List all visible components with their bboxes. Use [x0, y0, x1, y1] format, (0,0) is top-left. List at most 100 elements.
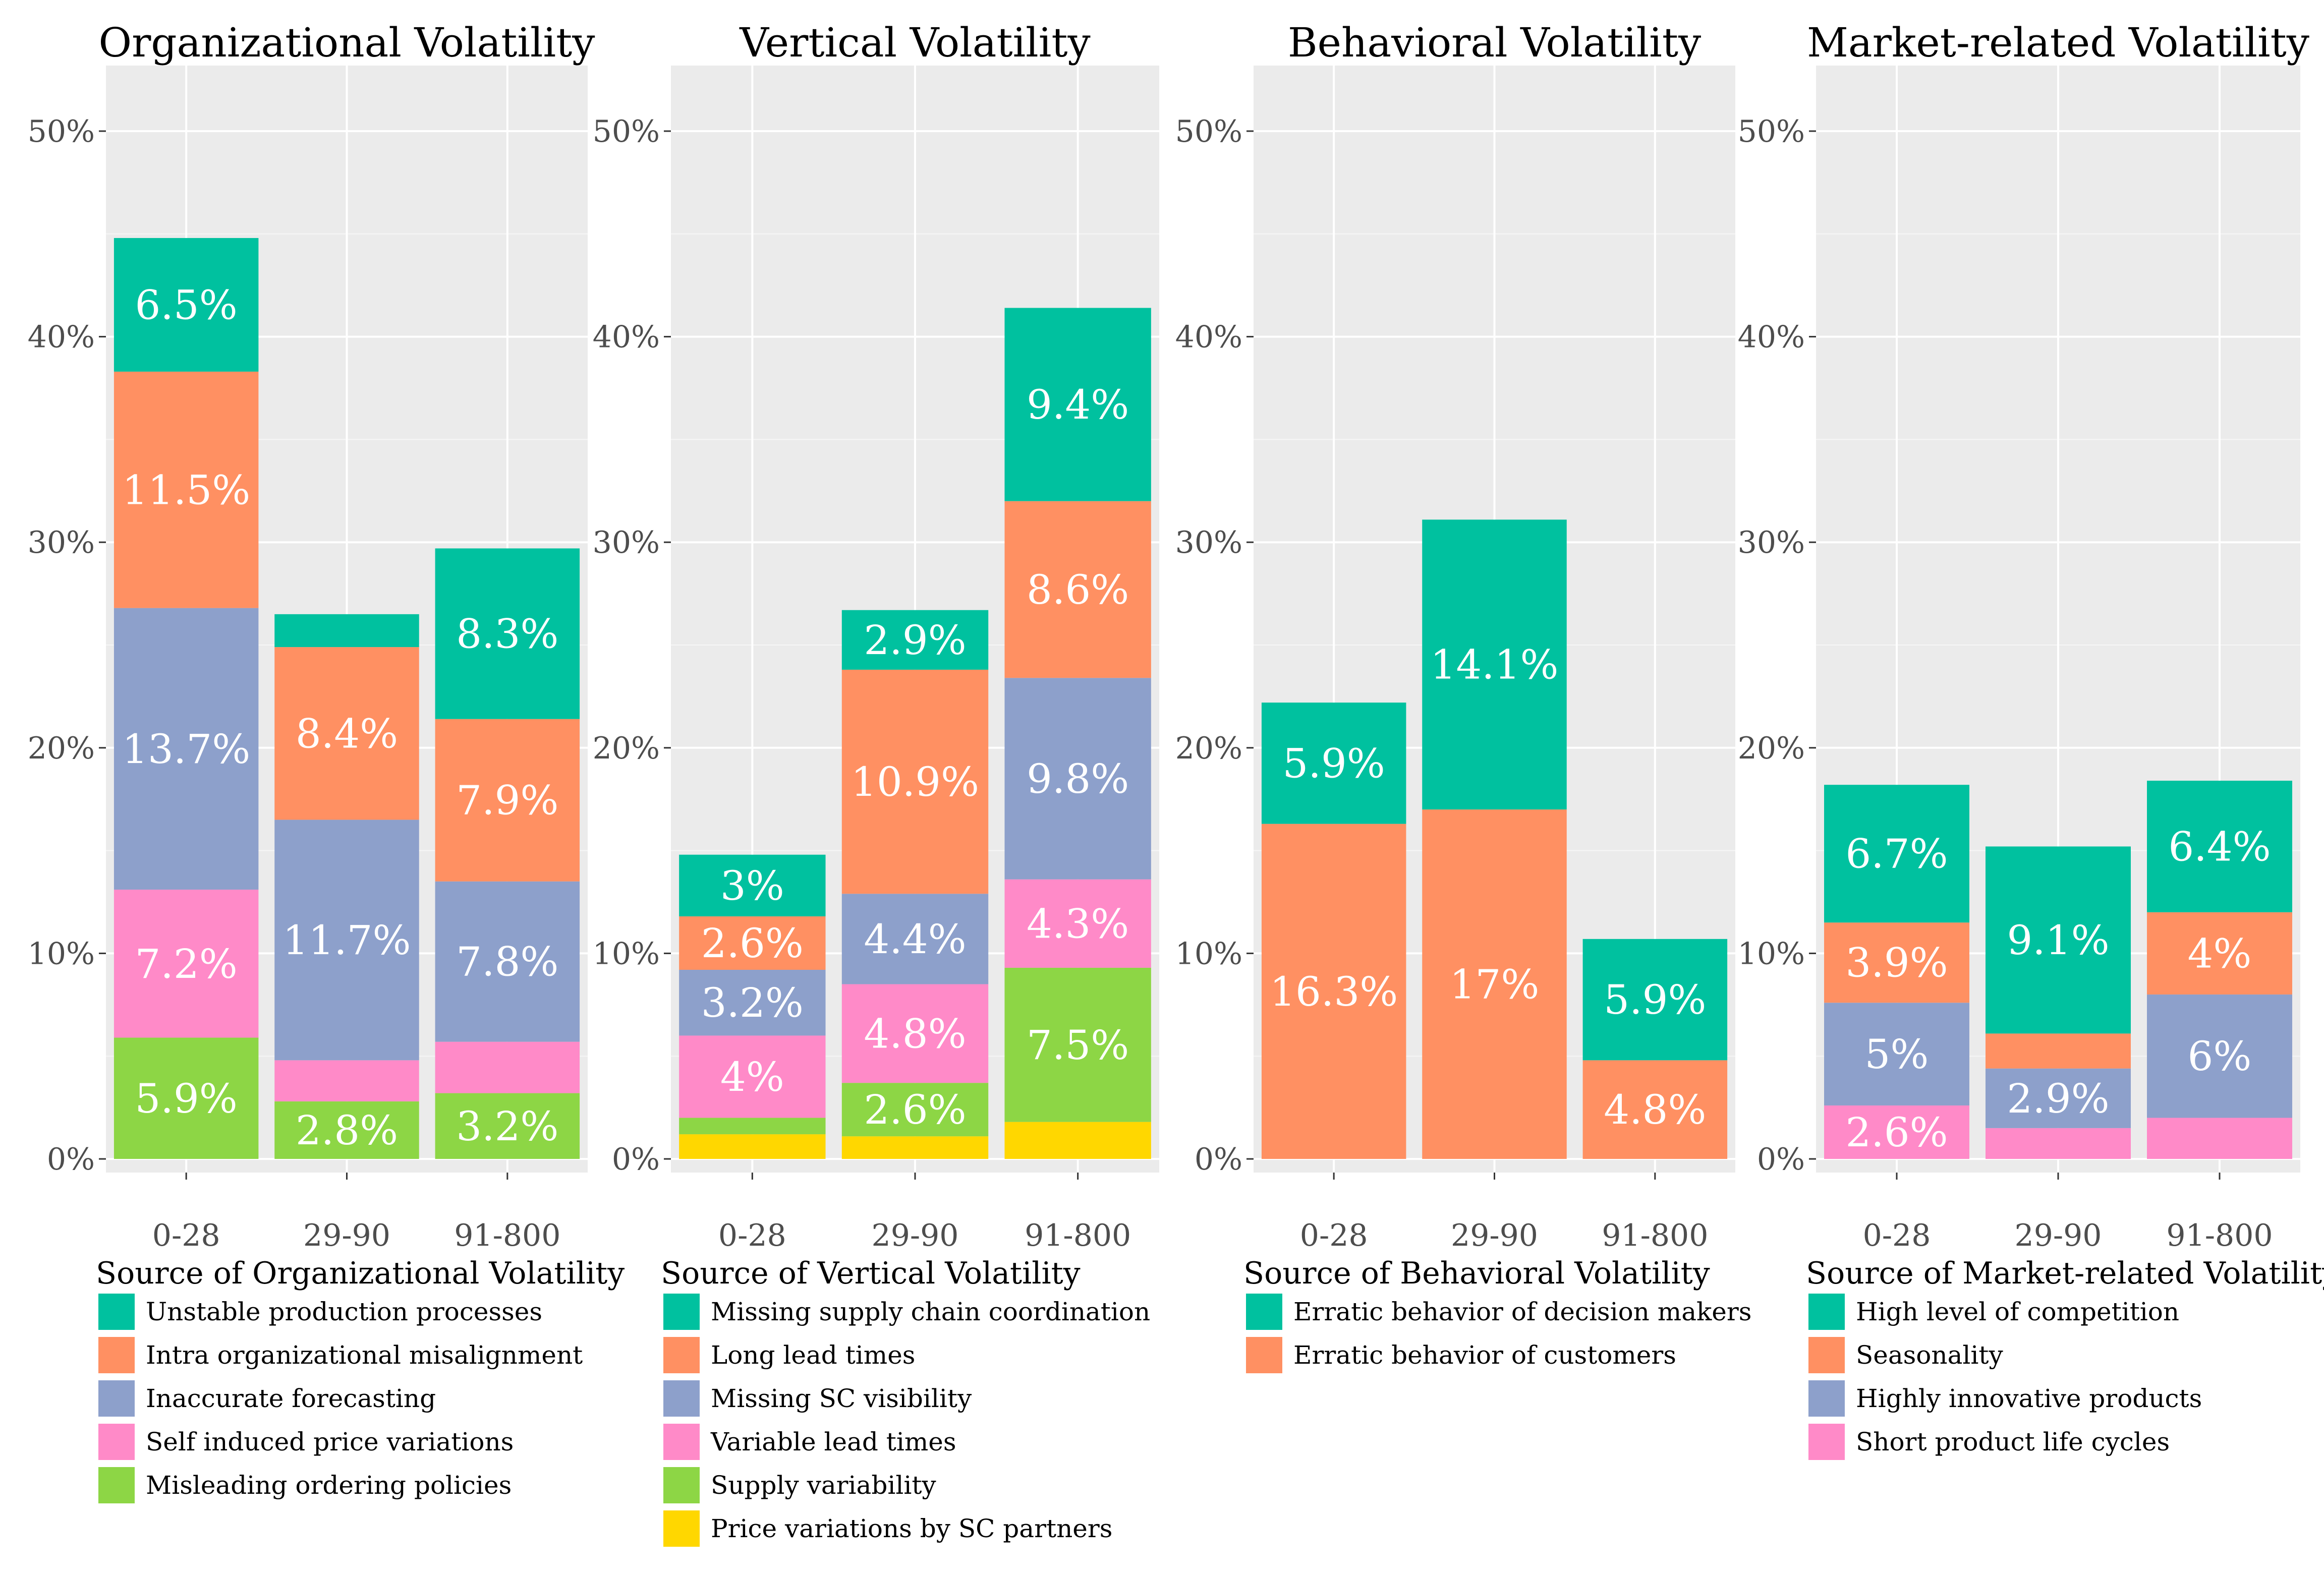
y-tick-label: 30% [28, 525, 95, 560]
legend-key [663, 1380, 700, 1417]
bar-segment [435, 548, 580, 719]
bar-segment [2147, 994, 2292, 1118]
legend-label: Supply variability [711, 1471, 936, 1500]
panel-1: 0% 10% 20% 30% 40% 50% 5.9% 7.2% 13.7% 11.5% 6.5% 2… [28, 19, 625, 1503]
bar-segment [679, 1035, 826, 1118]
data-label: 7.2% [135, 941, 238, 987]
legend-key [663, 1510, 700, 1547]
data-label: 8.4% [296, 710, 398, 757]
bar-segment [679, 916, 826, 970]
y-tick-label: 30% [593, 525, 660, 560]
data-label: 2.6% [864, 1086, 966, 1133]
bar-segment [841, 894, 989, 984]
data-label: 4.8% [1604, 1086, 1706, 1133]
legend-key [98, 1380, 135, 1417]
x-tick-label: 91-800 [1602, 1218, 1708, 1253]
data-label: 6.4% [2168, 823, 2271, 870]
panel-3: 0% 10% 20% 30% 40% 50% 16.3% 5.9% 17% 14.1% 4.8% 5.… [1175, 19, 1751, 1373]
bar-segment [435, 1093, 580, 1159]
bar-segment [274, 614, 419, 648]
data-label: 14.1% [1430, 641, 1558, 688]
legend-label: Inaccurate forecasting [146, 1384, 436, 1413]
legend-key [1808, 1424, 1845, 1460]
legend: Source of Behavioral Volatility Erratic b… [1243, 1256, 1751, 1373]
legend-title: Source of Market-related Volatility [1806, 1256, 2324, 1291]
legend: Source of Vertical Volatility Missing sup… [661, 1256, 1150, 1547]
data-label: 7.5% [1027, 1022, 1129, 1069]
bar-segment [1582, 939, 1728, 1061]
bar-segment [1824, 1105, 1969, 1159]
legend-key [1246, 1337, 1282, 1373]
y-tick-label: 50% [1738, 114, 1805, 149]
legend-label: Misleading ordering policies [146, 1471, 512, 1500]
data-label: 2.6% [1845, 1109, 1948, 1156]
data-label: 11.5% [122, 466, 250, 513]
data-label: 7.8% [456, 939, 558, 985]
chart-title: Organizational Volatility [99, 19, 595, 66]
data-label: 8.3% [456, 611, 558, 658]
y-tick-label: 30% [1175, 525, 1242, 560]
data-label: 2.8% [296, 1107, 398, 1154]
bar-segment [1004, 1122, 1151, 1159]
x-tick-label: 29-90 [872, 1218, 959, 1253]
chart-title: Vertical Volatility [739, 19, 1090, 66]
data-label: 6% [2188, 1033, 2252, 1080]
legend-label: Erratic behavior of decision makers [1293, 1297, 1751, 1326]
bar-segment [1004, 678, 1151, 880]
bar-segment [1824, 922, 1969, 1003]
bar-segment [274, 647, 419, 820]
legend-title: Source of Vertical Volatility [661, 1256, 1081, 1291]
legend-key [98, 1424, 135, 1460]
legend-title: Source of Behavioral Volatility [1243, 1256, 1710, 1291]
data-label: 17% [1450, 961, 1540, 1008]
legend-label: Self induced price variations [146, 1427, 514, 1456]
y-tick-label: 10% [593, 936, 660, 971]
data-label: 4.4% [864, 916, 966, 963]
y-tick-label: 0% [612, 1142, 660, 1177]
legend-key [98, 1337, 135, 1373]
data-label: 9.8% [1027, 755, 1129, 802]
data-label: 6.7% [1845, 831, 1948, 878]
data-label: 9.1% [2007, 917, 2109, 964]
y-tick-label: 50% [1175, 114, 1242, 149]
legend: Source of Organizational Volatility Unsta… [96, 1256, 625, 1503]
bar-segment [2147, 1118, 2292, 1159]
y-tick-label: 20% [28, 731, 95, 766]
legend-key [1808, 1380, 1845, 1417]
legend-key [663, 1424, 700, 1460]
bar-segment [1261, 824, 1406, 1159]
legend-label: Short product life cycles [1856, 1427, 2170, 1456]
legend-label: Missing supply chain coordination [711, 1297, 1150, 1326]
y-tick-label: 0% [1757, 1142, 1805, 1177]
bar-segment [841, 669, 989, 894]
legend-label: Missing SC visibility [711, 1384, 972, 1413]
legend-label: Long lead times [711, 1340, 915, 1370]
y-tick-label: 50% [28, 114, 95, 149]
legend-key [663, 1467, 700, 1503]
x-tick-label: 29-90 [2015, 1218, 2102, 1253]
bar-segment [1986, 1033, 2131, 1069]
bar-segment [1004, 501, 1151, 678]
data-label: 7.9% [456, 777, 558, 824]
y-tick-label: 40% [593, 320, 660, 355]
bar-segment [841, 1136, 989, 1159]
bar-segment [1986, 1068, 2131, 1128]
bar-segment [1004, 967, 1151, 1122]
legend-label: Highly innovative products [1856, 1384, 2202, 1413]
y-tick-label: 40% [28, 320, 95, 355]
bar-segment [274, 820, 419, 1061]
data-label: 13.7% [122, 726, 250, 773]
y-tick-label: 20% [1738, 731, 1805, 766]
bar-segment [1422, 809, 1567, 1159]
bar-segment [2147, 781, 2292, 912]
x-tick-label: 0-28 [152, 1218, 220, 1253]
bar-segment [1422, 519, 1567, 810]
data-label: 4.8% [864, 1010, 966, 1057]
bar-segment [1004, 308, 1151, 501]
bar-segment [841, 984, 989, 1083]
data-label: 6.5% [135, 281, 238, 328]
data-label: 2.6% [701, 920, 804, 967]
y-tick-label: 20% [1175, 731, 1242, 766]
legend-key [98, 1294, 135, 1330]
y-tick-label: 30% [1738, 525, 1805, 560]
